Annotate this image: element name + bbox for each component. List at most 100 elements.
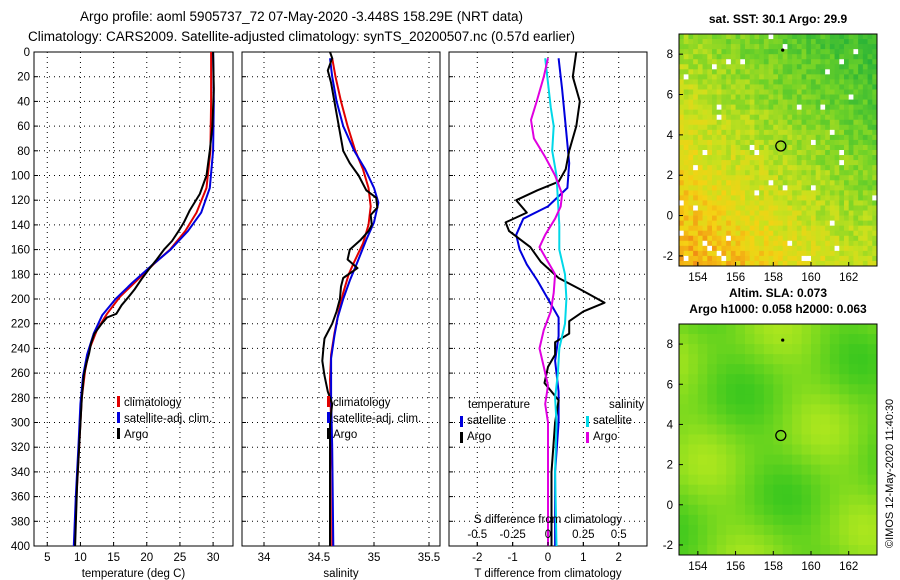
map-cell: [792, 534, 802, 546]
y-tick-label: 2: [667, 170, 673, 182]
map-cell: [853, 245, 859, 252]
map-cell: [768, 139, 774, 146]
map-cell: [862, 114, 868, 121]
map-cell: [749, 180, 755, 186]
map-cell: [768, 94, 774, 100]
map-cell: [749, 129, 755, 136]
map-cell: [740, 59, 746, 65]
map-cell: [858, 144, 864, 151]
x-axis-label: temperature (deg C): [82, 568, 186, 580]
map-cell: [782, 185, 788, 191]
map-cell: [679, 195, 685, 201]
x-axis-label: T difference from climatology: [474, 568, 621, 580]
map-cell: [862, 84, 868, 90]
map-cell: [862, 165, 868, 171]
y-tick-label: 340: [11, 467, 30, 479]
map-cell: [853, 144, 859, 151]
map-cell: [749, 200, 755, 206]
map-cell: [688, 514, 699, 526]
map-cell: [782, 504, 793, 516]
map-cell: [745, 160, 751, 166]
map-cell: [867, 220, 873, 227]
map-cell: [688, 155, 694, 161]
map-cell: [688, 245, 694, 252]
map-cell: [749, 245, 755, 252]
map-cell: [815, 84, 821, 90]
map-cell: [735, 444, 746, 455]
map-cell: [787, 255, 793, 262]
map-cell: [792, 150, 798, 156]
map-cell: [820, 544, 831, 556]
map-cell: [688, 124, 694, 131]
map-cell: [768, 84, 774, 90]
map-cell: [754, 109, 760, 116]
map-cell: [754, 64, 760, 70]
map-cell: [693, 240, 699, 247]
map-cell: [735, 225, 741, 232]
map-cell: [745, 504, 755, 516]
map-cell: [707, 210, 713, 216]
map-cell: [763, 129, 769, 136]
map-cell: [754, 484, 765, 496]
map-cell: [763, 334, 774, 345]
map-cell: [683, 150, 689, 156]
map-cell: [730, 69, 736, 75]
map-cell: [745, 324, 755, 335]
map-cell: [792, 59, 798, 65]
map-cell: [829, 434, 840, 445]
map-cell: [707, 49, 713, 55]
map-cell: [745, 434, 755, 445]
map-cell: [848, 134, 854, 141]
map-cell: [867, 374, 878, 385]
map-cell: [853, 250, 859, 257]
map-cell: [778, 44, 784, 50]
map-cell: [848, 129, 854, 136]
map-cell: [693, 89, 699, 95]
map-cell: [702, 99, 708, 106]
map-cell: [867, 444, 878, 455]
map-cell: [811, 484, 821, 496]
map-cell: [740, 84, 746, 90]
map-cell: [697, 190, 703, 196]
map-cell: [815, 250, 821, 257]
map-cell: [735, 185, 741, 191]
map-cell: [702, 220, 708, 227]
map-cell: [735, 494, 746, 506]
map-cell: [726, 160, 732, 166]
map-cell: [745, 99, 751, 106]
map-cell: [825, 74, 831, 80]
map-cell: [853, 240, 859, 247]
map-cell: [730, 180, 736, 186]
map-cell: [858, 94, 864, 100]
map-cell: [726, 195, 732, 201]
map-cell: [740, 114, 746, 121]
map-cell: [825, 260, 831, 267]
map-cell: [796, 225, 802, 232]
map-cell: [858, 514, 868, 526]
map-cell: [707, 119, 713, 126]
map-cell: [754, 404, 765, 415]
map-cell: [811, 245, 817, 252]
map-cell: [820, 64, 826, 70]
map-cell: [745, 220, 751, 227]
map-cell: [707, 74, 713, 80]
map-cell: [839, 124, 845, 131]
map-cell: [867, 64, 873, 70]
map-cell: [792, 180, 798, 186]
map-cell: [763, 534, 774, 546]
map-cell: [801, 205, 807, 211]
map-cell: [839, 374, 850, 385]
map-cell: [707, 124, 713, 131]
map-cell: [679, 494, 689, 506]
map-cell: [693, 155, 699, 161]
map-cell: [707, 109, 713, 116]
map-cell: [707, 175, 713, 181]
map-cell: [773, 384, 784, 395]
map-cell: [778, 190, 784, 196]
map-cell: [679, 139, 685, 146]
map-cell: [834, 235, 840, 242]
map-cell: [820, 190, 826, 196]
map-cell: [811, 364, 821, 375]
map-cell: [730, 220, 736, 227]
